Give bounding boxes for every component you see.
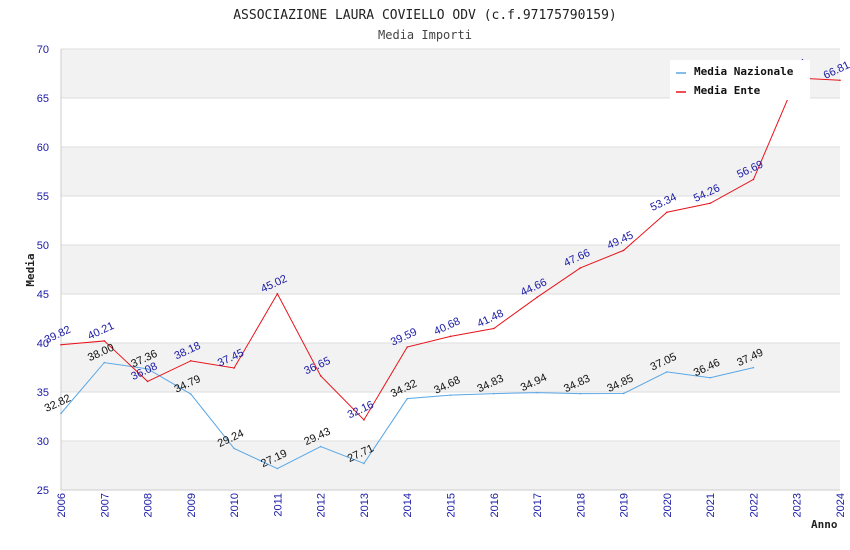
point-media-nazionale-2021 [709, 376, 711, 379]
y-tick-60: 60 [37, 142, 49, 154]
point-media-ente-2017 [536, 296, 538, 299]
y-tick-40: 40 [37, 338, 49, 350]
gridlines [61, 48, 840, 491]
y-tick-45: 45 [37, 289, 49, 301]
point-media-nazionale-2018 [579, 392, 582, 395]
point-media-ente-2012 [319, 375, 322, 377]
point-media-ente-2009 [190, 360, 192, 362]
series-lines [60, 77, 841, 470]
legend-label-media-ente: Media Ente [694, 84, 761, 97]
point-media-nazionale-2006 [60, 412, 62, 415]
x-tick-2022: 2022 [748, 493, 760, 517]
point-media-nazionale-2022 [752, 366, 755, 369]
point-media-ente-2020 [666, 211, 668, 214]
x-tick-2009: 2009 [186, 493, 198, 517]
point-media-nazionale-2016 [492, 392, 495, 395]
point-media-ente-2008 [146, 380, 149, 383]
axes [60, 49, 840, 491]
x-tick-2024: 2024 [835, 493, 847, 517]
x-tick-2015: 2015 [446, 493, 458, 517]
y-tick-65: 65 [37, 93, 49, 105]
chart-subtitle: Media Importi [378, 28, 472, 42]
point-media-ente-2013 [363, 419, 365, 421]
legend-label-media-nazionale: Media Nazionale [694, 65, 794, 78]
x-axis-ticks: 2006 2007 2008 2009 2010 2011 2012 2013 2014 2015… [56, 493, 847, 517]
point-media-ente-2018 [579, 267, 582, 269]
y-axis-ticks: 25 30 35 40 45 50 55 60 65 70 [37, 44, 49, 497]
x-tick-2019: 2019 [619, 493, 631, 517]
point-media-ente-2007 [103, 340, 106, 342]
band-45-50 [61, 245, 840, 294]
point-media-nazionale-2012 [319, 445, 322, 448]
band-30-35 [61, 392, 840, 441]
point-media-nazionale-2014 [406, 397, 409, 400]
point-media-ente-2010 [233, 367, 235, 369]
x-tick-2008: 2008 [143, 493, 155, 517]
band-50-55 [61, 196, 840, 245]
point-media-nazionale-2007 [103, 361, 106, 364]
point-media-nazionale-2011 [276, 467, 279, 470]
x-tick-2018: 2018 [575, 493, 587, 517]
x-tick-2020: 2020 [662, 493, 674, 517]
point-media-nazionale-2010 [233, 447, 235, 450]
band-35-40 [61, 343, 840, 392]
x-tick-2006: 2006 [56, 493, 68, 517]
legend: Media Nazionale Media Ente [670, 60, 810, 100]
point-media-ente-2019 [622, 249, 625, 252]
x-tick-2023: 2023 [792, 493, 804, 517]
y-tick-50: 50 [37, 240, 49, 252]
x-tick-2007: 2007 [99, 493, 111, 517]
point-media-ente-2015 [449, 335, 452, 338]
x-axis-label: Anno [811, 518, 838, 531]
band-25-30 [61, 441, 840, 490]
point-media-nazionale-2013 [363, 462, 365, 465]
x-tick-2017: 2017 [532, 493, 544, 517]
point-media-nazionale-2009 [190, 393, 192, 395]
y-axis-label: Media [24, 253, 37, 286]
y-tick-55: 55 [37, 191, 49, 203]
legend-background [670, 60, 810, 100]
point-media-nazionale-2020 [666, 371, 668, 373]
x-tick-2010: 2010 [229, 493, 241, 517]
point-media-ente-2021 [709, 202, 711, 205]
point-media-nazionale-2015 [449, 394, 452, 396]
point-media-nazionale-2008 [146, 368, 149, 370]
band-60-65 [61, 98, 840, 147]
point-media-ente-2011 [276, 293, 279, 295]
x-tick-2014: 2014 [402, 493, 414, 517]
background-bands [61, 49, 840, 490]
point-media-ente-2006 [60, 343, 62, 346]
band-55-60 [61, 147, 840, 196]
point-media-ente-2016 [492, 327, 495, 330]
x-tick-2012: 2012 [316, 493, 328, 517]
x-tick-2013: 2013 [359, 493, 371, 517]
point-media-nazionale-2017 [536, 391, 538, 394]
chart-title: ASSOCIAZIONE LAURA COVIELLO ODV (c.f.971… [233, 8, 617, 23]
y-tick-25: 25 [37, 485, 49, 497]
point-media-ente-2024 [839, 79, 841, 82]
point-media-nazionale-2019 [622, 392, 625, 395]
y-tick-70: 70 [37, 44, 49, 56]
y-tick-35: 35 [37, 387, 49, 399]
x-tick-2021: 2021 [705, 493, 717, 517]
point-media-ente-2014 [406, 346, 409, 348]
band-40-45 [61, 294, 840, 343]
x-tick-2011: 2011 [272, 493, 284, 517]
x-tick-2016: 2016 [489, 493, 501, 517]
y-tick-30: 30 [37, 436, 49, 448]
point-media-ente-2022 [752, 178, 755, 181]
